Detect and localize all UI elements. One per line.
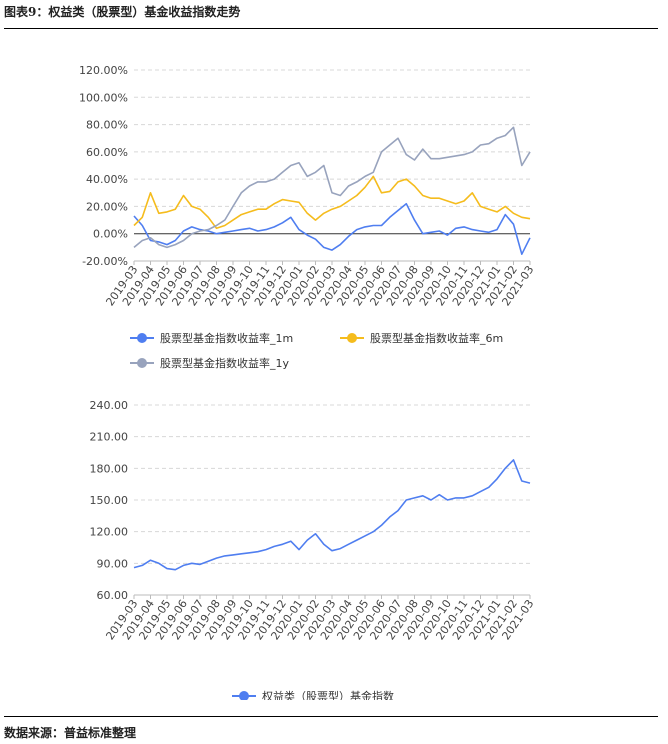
series-line bbox=[133, 202, 531, 255]
returns-chart: -20.00% 0.00% 20.00% 40.00% 60.00% 80.00% 100.… bbox=[79, 64, 536, 370]
y-tick-label: 60.00 bbox=[97, 589, 129, 602]
y-tick-label: 90.00 bbox=[97, 557, 129, 570]
y-tick-label: 80.00% bbox=[86, 119, 128, 132]
series-line bbox=[133, 126, 531, 249]
y-tick-label: 20.00% bbox=[86, 200, 128, 213]
y-tick-label: 100.00% bbox=[79, 91, 128, 104]
y-tick-label: 40.00% bbox=[86, 173, 128, 186]
data-source: 数据来源：普益标准整理 bbox=[4, 726, 137, 740]
legend-marker bbox=[137, 333, 147, 343]
y-tick-label: 0.00% bbox=[93, 228, 128, 241]
y-tick-label: 180.00 bbox=[90, 462, 129, 475]
figure-title: 图表9：权益类（股票型）基金收益指数走势 bbox=[4, 5, 241, 19]
y-tick-label: -20.00% bbox=[82, 255, 128, 268]
legend-label: 股票型基金指数收益率_6m bbox=[370, 331, 503, 345]
index-chart: 60.00 90.00 120.00 150.00 180.00 210.00 240.00… bbox=[90, 399, 536, 700]
y-tick-label: 60.00% bbox=[86, 146, 128, 159]
series-line bbox=[133, 459, 531, 571]
legend-marker bbox=[239, 691, 249, 700]
y-tick-label: 150.00 bbox=[90, 494, 129, 507]
legend-label: 股票型基金指数收益率_1y bbox=[160, 356, 289, 370]
legend-label: 权益类（股票型）基金指数 bbox=[262, 689, 394, 700]
legend-label: 股票型基金指数收益率_1m bbox=[160, 331, 293, 345]
y-tick-label: 120.00% bbox=[79, 64, 128, 77]
top-rule bbox=[4, 28, 658, 29]
legend-marker bbox=[137, 358, 147, 368]
legend-marker bbox=[347, 333, 357, 343]
y-tick-label: 240.00 bbox=[90, 399, 129, 412]
series-line bbox=[133, 175, 531, 230]
y-tick-label: 120.00 bbox=[90, 526, 129, 539]
bottom-rule bbox=[4, 716, 658, 717]
y-tick-label: 210.00 bbox=[90, 431, 129, 444]
